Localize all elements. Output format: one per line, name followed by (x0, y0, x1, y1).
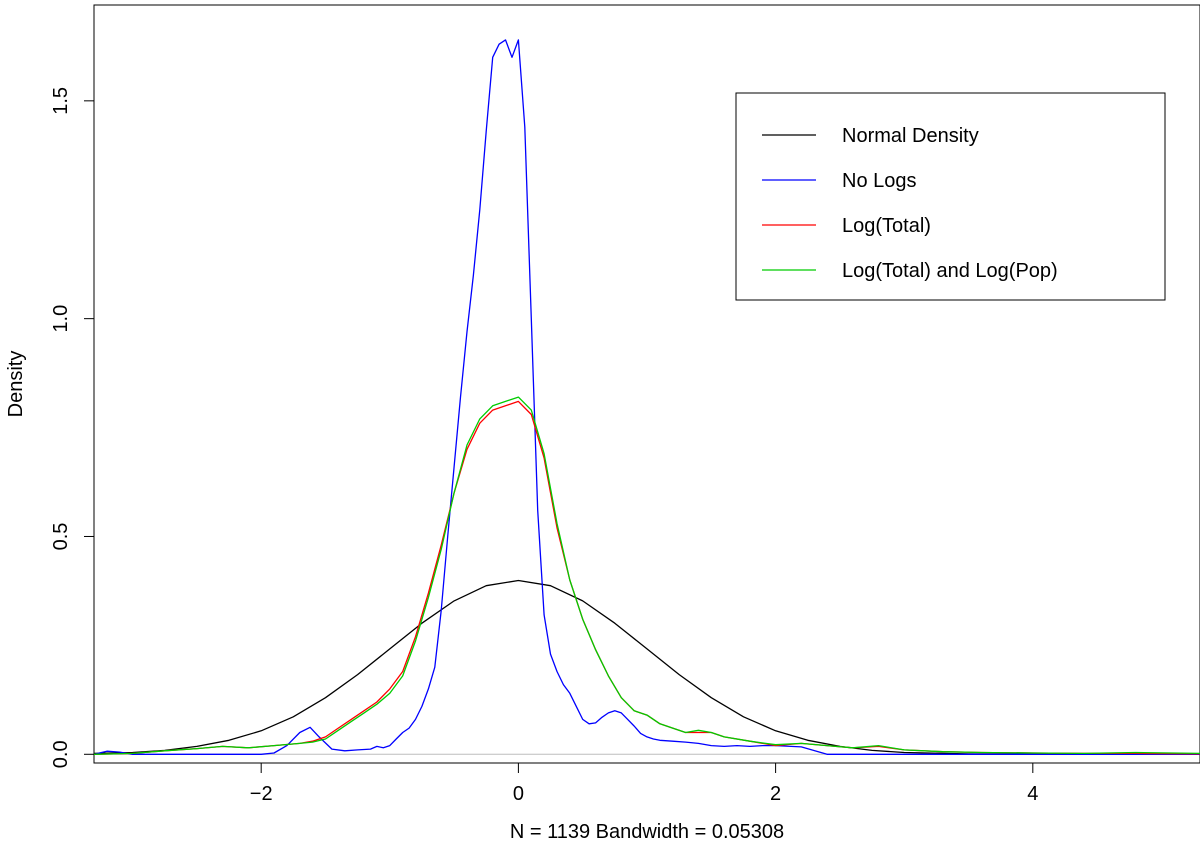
x-tick-label: 0 (513, 783, 524, 805)
y-tick-label: 0.5 (50, 523, 72, 551)
y-tick-label: 0.0 (50, 740, 72, 768)
y-tick-label: 1.0 (50, 305, 72, 333)
legend-label: Log(Total) (842, 215, 931, 237)
legend-label: No Logs (842, 170, 917, 192)
series-line-3 (93, 400, 1200, 755)
series-line-1 (93, 579, 1152, 755)
x-tick-label: 4 (1027, 783, 1038, 805)
legend-label: Log(Total) and Log(Pop) (842, 260, 1058, 282)
x-tick-label: −2 (250, 783, 273, 805)
x-tick-label: 2 (770, 783, 781, 805)
legend: Normal Density No Logs Log(Total) Log(Total… (735, 92, 1166, 301)
x-axis: −2 0 2 4 (250, 763, 1038, 805)
series-layer (93, 39, 1200, 755)
legend-label: Normal Density (842, 125, 979, 147)
plot-frame (93, 4, 1200, 764)
series-line-2 (93, 39, 1200, 755)
y-axis-label: Density (5, 351, 27, 418)
legend-box (735, 92, 1166, 301)
x-axis-label: N = 1139 Bandwidth = 0.05308 (510, 821, 784, 843)
series-line-4 (93, 396, 1200, 755)
y-axis: 0.0 0.5 1.0 1.5 (50, 87, 94, 768)
y-tick-label: 1.5 (50, 87, 72, 115)
